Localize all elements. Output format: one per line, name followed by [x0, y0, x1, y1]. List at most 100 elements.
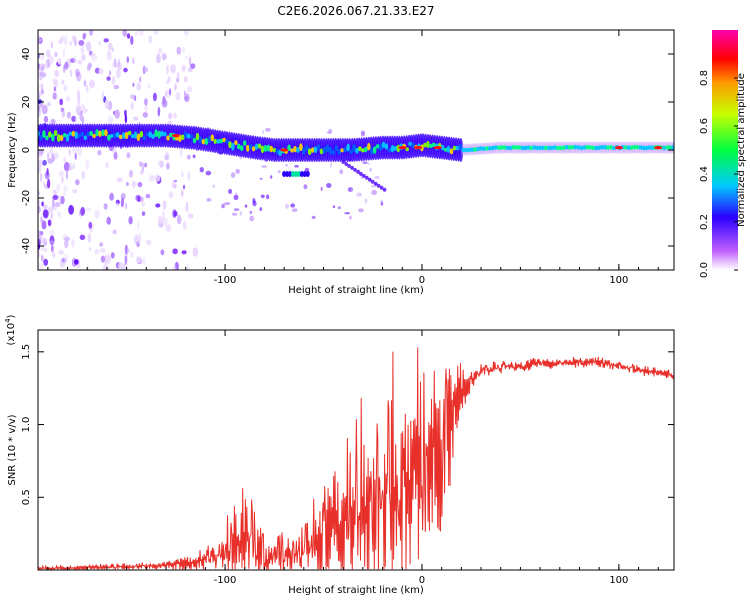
- spectrogram-branch: [305, 171, 310, 177]
- spectrogram-noise-blob: [259, 207, 263, 212]
- spectrogram-noise-blob: [38, 200, 41, 207]
- spectrogram-noise-blob: [136, 233, 142, 244]
- spectrogram-ridge-cell: [355, 147, 359, 154]
- spectrogram-ridge-cell: [142, 136, 147, 141]
- spectrogram-ridge-cell: [245, 144, 250, 152]
- spectrogram-ridge-cell: [467, 147, 472, 153]
- spectrogram-noise-blob: [63, 85, 67, 92]
- spectrogram-noise-blob: [42, 64, 45, 70]
- spectrogram-ridge-cell: [476, 146, 480, 152]
- spectrogram-ridge-cell: [567, 145, 572, 150]
- spectrogram-ridge-cell: [322, 146, 327, 154]
- spectrogram-ridge-cell: [287, 144, 291, 152]
- spectrogram-ridge-cell: [305, 144, 309, 151]
- spectrogram-streak: [362, 173, 366, 178]
- spectrogram-noise-blob: [94, 248, 100, 255]
- spectrogram-noise-blob: [45, 60, 48, 70]
- spectrogram-streak: [350, 165, 354, 170]
- spectrogram-noise-blob: [181, 171, 184, 178]
- spectrogram-branch: [296, 171, 301, 177]
- spectrogram-noise-blob: [132, 82, 135, 87]
- spectrogram-ridge-cell: [334, 145, 339, 152]
- spectrogram-ridge-cell: [251, 146, 256, 152]
- spectrogram-ridge-cell: [237, 143, 241, 150]
- spectrogram-noise-blob: [166, 162, 170, 170]
- spectrogram-ridge-cell: [370, 147, 374, 155]
- spectrogram-streak: [376, 183, 381, 188]
- spectrogram-ridge-cell: [526, 145, 531, 150]
- spectrogram-ridge-cell: [166, 135, 170, 141]
- spectrogram-noise-blob: [38, 111, 41, 117]
- spectrogram-noise-blob: [44, 247, 48, 252]
- spectrogram-ridge-cell: [597, 145, 601, 150]
- spectrogram-noise-blob: [367, 162, 370, 166]
- spectrogram-noise-blob: [161, 99, 168, 108]
- spectrogram-noise-blob: [74, 152, 77, 160]
- spectrogram-ridge-cell: [662, 145, 666, 151]
- spectrogram-noise-blob: [64, 239, 69, 249]
- spectrogram-noise-blob: [145, 193, 151, 199]
- spectrogram-noise-blob: [120, 197, 124, 208]
- spectrogram-noise-blob: [186, 85, 193, 93]
- spectrogram-noise-blob: [130, 35, 134, 46]
- spectrogram-noise-blob: [72, 189, 78, 194]
- spectrogram-ridge-cell: [559, 145, 563, 151]
- spectrogram-ridge-cell: [195, 132, 200, 141]
- spectrogram-noise-blob: [349, 215, 352, 220]
- spectrogram-noise-blob: [192, 154, 196, 159]
- spectrogram-ridge-cell: [121, 132, 126, 140]
- spectrogram-noise-blob: [52, 252, 56, 258]
- snr-ylabel: SNR (10 * v/v): [7, 414, 18, 485]
- spectrogram-noise-blob: [168, 191, 174, 199]
- spectrogram-noise-blob: [57, 211, 62, 218]
- spectrogram-ytick-label: 20: [21, 96, 32, 109]
- spectrogram-noise-blob: [172, 248, 178, 255]
- spectrogram-noise-blob: [173, 180, 178, 183]
- spectrogram-noise-blob: [147, 83, 151, 90]
- spectrogram-noise-blob: [371, 189, 377, 196]
- spectrogram-ridge-cell: [420, 144, 424, 152]
- spectrogram-noise-blob: [260, 194, 265, 199]
- spectrogram-noise-blob: [185, 264, 190, 270]
- spectrogram-ridge-cell: [59, 134, 64, 142]
- spectrogram-noise-blob: [107, 42, 113, 51]
- spectrogram-ridge-cell: [213, 138, 217, 144]
- spectrogram-ridge-cell: [204, 137, 209, 146]
- spectrogram-ridge-cell: [133, 131, 138, 139]
- spectrogram-ridge-cell: [192, 137, 197, 144]
- spectrogram-noise-blob: [181, 64, 186, 72]
- spectrogram-noise-blob: [186, 154, 191, 160]
- spectrogram-ridge-cell: [629, 145, 634, 150]
- spectrogram-ridge-cell: [485, 146, 489, 151]
- spectrogram-ridge-cell: [71, 130, 76, 137]
- spectrogram-noise-blob: [285, 203, 289, 209]
- snr-multiplier-base: (x10: [6, 323, 17, 346]
- spectrogram-noise-blob: [270, 175, 273, 179]
- spectrogram-ridge-cell: [216, 139, 220, 144]
- spectrogram-ridge-cell: [494, 145, 498, 150]
- spectrogram-noise-blob: [152, 92, 157, 102]
- spectrogram-ridge-cell: [432, 142, 436, 147]
- spectrogram-ridge-cell: [349, 149, 353, 155]
- spectrogram-ridge-cell: [39, 135, 43, 141]
- spectrogram-noise-blob: [265, 127, 271, 132]
- spectrogram-ridge-cell: [606, 145, 610, 150]
- spectrogram-noise-blob: [50, 212, 54, 220]
- spectrogram-ridge-cell: [272, 147, 277, 153]
- spectrogram-noise-blob: [234, 192, 238, 196]
- spectrogram-noise-blob: [339, 169, 344, 175]
- spectrogram-noise-blob: [60, 195, 65, 205]
- spectrogram-noise-blob: [135, 256, 142, 264]
- spectrogram-ridge-cell: [80, 131, 85, 137]
- spectrogram-noise-blob: [113, 84, 120, 90]
- spectrogram-ridge-cell: [470, 147, 475, 152]
- spectrogram-noise-blob: [244, 204, 248, 208]
- spectrogram-noise-blob: [39, 172, 43, 183]
- spectrogram-noise-blob: [187, 171, 191, 181]
- spectrogram-noise-blob: [57, 57, 62, 65]
- spectrogram-noise-blob: [80, 206, 86, 216]
- spectrogram-noise-blob: [188, 56, 192, 66]
- spectrogram-ridge-cell: [612, 145, 616, 151]
- spectrogram-noise-blob: [181, 250, 187, 255]
- spectrogram-ridge-cell: [665, 145, 669, 150]
